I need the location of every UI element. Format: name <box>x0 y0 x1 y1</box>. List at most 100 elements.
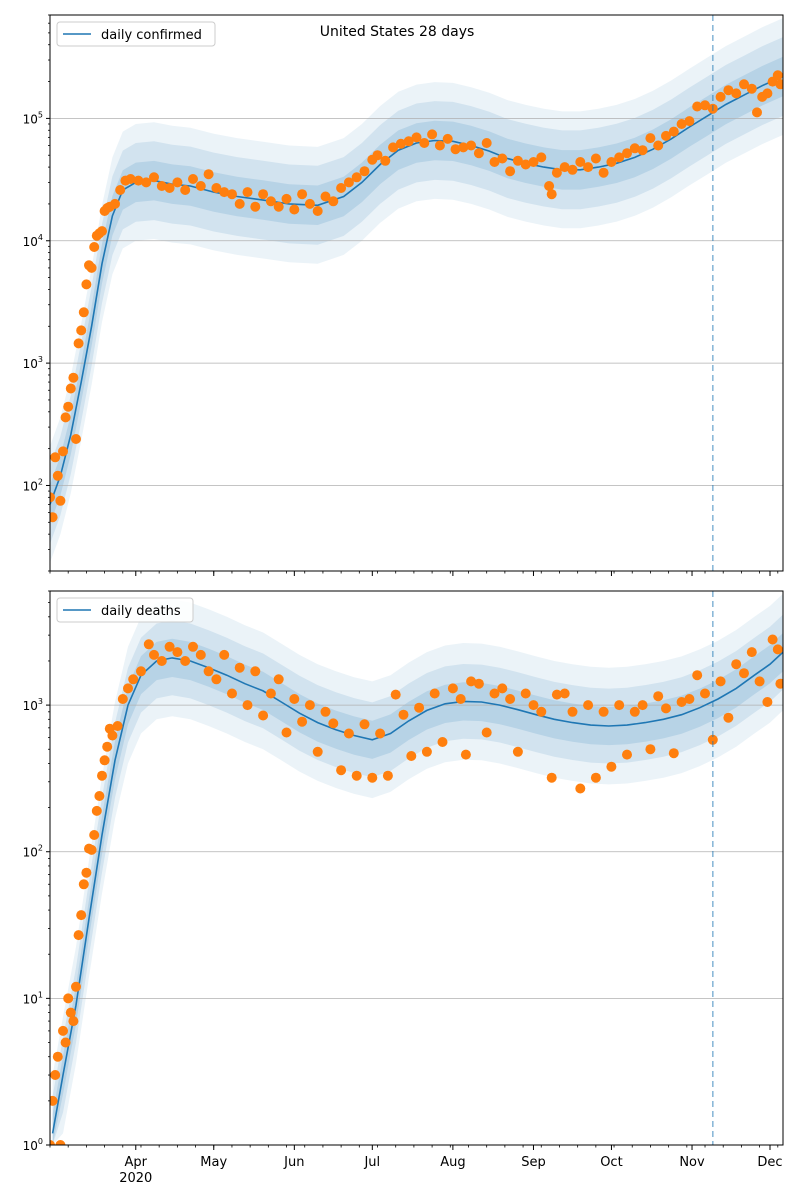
observed-point <box>250 666 261 677</box>
x-tick-label: Sep <box>521 1155 546 1170</box>
observed-point <box>668 748 679 759</box>
observed-point <box>567 164 578 175</box>
observed-point <box>219 649 230 660</box>
legend-box <box>56 597 194 623</box>
observed-point <box>762 88 773 99</box>
observed-point <box>622 148 632 159</box>
observed-point <box>473 678 484 689</box>
observed-point <box>692 670 703 681</box>
observed-point <box>637 145 648 156</box>
observed-point <box>684 694 695 704</box>
uncertainty-band <box>52 614 783 1145</box>
observed-point <box>289 204 300 215</box>
observed-point <box>629 143 640 154</box>
x-tick-label: Oct <box>600 1155 622 1170</box>
observed-point <box>731 659 742 670</box>
observed-point <box>343 728 354 739</box>
observed-point <box>180 656 191 666</box>
observed-point <box>715 91 726 102</box>
observed-point <box>107 730 118 741</box>
observed-point <box>125 174 136 184</box>
observed-point <box>447 683 458 694</box>
legend: daily confirmed <box>56 21 216 47</box>
x-year-label: 2020 <box>119 1171 152 1186</box>
observed-point <box>115 185 126 195</box>
observed-point <box>281 727 292 738</box>
observed-point <box>328 196 339 207</box>
observed-point <box>762 697 773 707</box>
observed-point <box>58 1025 68 1036</box>
observed-point <box>606 157 617 167</box>
y-tick-label: 103 <box>23 355 43 371</box>
observed-point <box>128 674 139 685</box>
observed-point <box>50 1140 55 1145</box>
x-tick-label: Dec <box>757 1155 782 1170</box>
plot-area <box>50 15 783 571</box>
observed-point <box>497 153 508 164</box>
observed-point <box>551 167 562 178</box>
observed-point <box>512 155 523 166</box>
observed-point <box>78 307 89 318</box>
observed-point <box>775 79 783 90</box>
observed-point <box>546 189 557 200</box>
observed-point <box>590 772 601 783</box>
observed-point <box>312 206 323 216</box>
plot-area <box>50 591 783 1145</box>
observed-point <box>60 1037 71 1048</box>
observed-point <box>304 700 315 711</box>
observed-point <box>684 116 695 127</box>
observed-point <box>164 641 175 652</box>
observed-point <box>99 755 110 766</box>
observed-point <box>211 674 222 685</box>
observed-point <box>723 85 734 96</box>
observed-point <box>234 662 245 673</box>
observed-point <box>219 187 230 198</box>
observed-point <box>739 79 749 90</box>
x-tick-label: Apr <box>125 1155 148 1170</box>
observed-point <box>320 706 331 717</box>
observed-point <box>520 159 531 170</box>
x-tick-label: Jul <box>363 1155 380 1170</box>
legend: daily deaths <box>56 597 194 623</box>
chart-panel-confirmed: 102 103 104 105 daily confirmed <box>23 14 784 576</box>
observed-point <box>661 130 671 141</box>
observed-point <box>489 688 500 699</box>
observed-point <box>622 749 632 760</box>
observed-point <box>382 770 393 781</box>
observed-point <box>395 138 406 149</box>
observed-point <box>551 689 562 700</box>
observed-point <box>427 129 438 140</box>
observed-point <box>466 140 477 151</box>
observed-point <box>723 712 734 723</box>
uncertainty-band <box>50 37 783 544</box>
x-tick-label: Jun <box>283 1155 304 1170</box>
observed-point <box>629 706 640 717</box>
observed-point <box>460 749 471 760</box>
observed-point <box>767 634 778 645</box>
observed-point <box>434 140 445 151</box>
observed-point <box>528 157 539 167</box>
observed-point <box>265 196 276 207</box>
observed-point <box>156 181 167 191</box>
observed-point <box>772 644 783 655</box>
observed-point <box>614 152 625 163</box>
observed-point <box>81 279 92 290</box>
observed-point <box>50 492 55 503</box>
observed-point <box>86 262 97 273</box>
observed-point <box>544 181 555 191</box>
observed-point <box>536 152 547 163</box>
observed-point <box>50 1070 61 1080</box>
observed-point <box>653 140 664 151</box>
observed-point <box>273 674 284 685</box>
legend-label: daily confirmed <box>101 28 202 43</box>
observed-point <box>52 470 63 481</box>
observed-point <box>676 697 687 707</box>
observed-point <box>68 372 79 383</box>
observed-point <box>473 148 484 159</box>
observed-point <box>76 325 87 336</box>
observed-point <box>110 198 120 209</box>
observed-point <box>68 1016 79 1027</box>
observed-point <box>203 666 214 677</box>
observed-point <box>661 703 671 714</box>
